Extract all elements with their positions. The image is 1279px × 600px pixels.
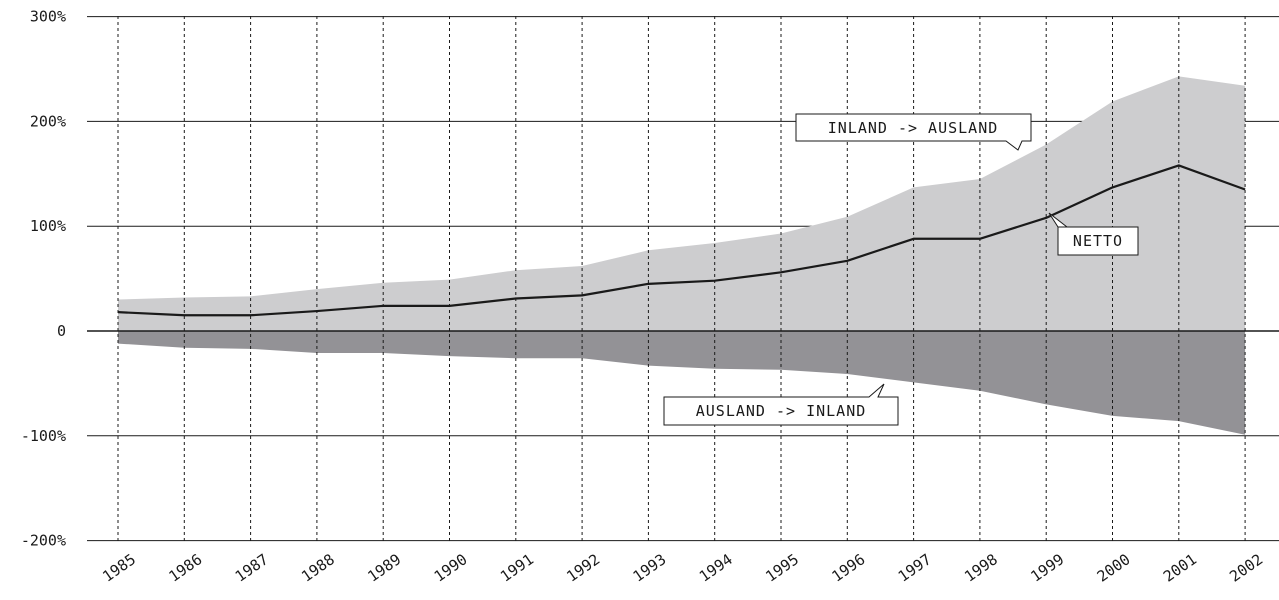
x-tick-label: 1987 [232,550,272,585]
x-tick-label: 2000 [1094,550,1134,585]
horizontal-gridlines [87,16,1279,542]
x-tick-label: 1995 [762,550,802,585]
y-tick-label: 0 [57,322,66,340]
x-tick-label: 1997 [895,550,935,585]
area-ausland-inland [118,331,1246,435]
x-tick-label: 1985 [99,550,139,585]
area-inland-ausland [118,76,1246,331]
callout-netto-box [1048,212,1139,256]
callout-inland-ausland: INLAND -> AUSLAND [795,113,1032,151]
x-tick-label: 1992 [563,550,603,585]
y-tick-label: 200% [30,112,66,130]
x-tick-label: 1986 [165,550,205,585]
y-tick-label: 100% [30,217,66,235]
callout-netto-label: NETTO [1073,232,1123,250]
callout-ausland-inland: AUSLAND -> INLAND [663,383,899,426]
y-tick-label: -100% [21,427,66,445]
line-netto [117,164,1246,317]
y-axis-tick-labels: 300% 200% 100% 0 -100% -200% [21,8,66,550]
x-tick-label: 2002 [1226,550,1266,585]
area-series [118,76,1246,435]
x-tick-label: 1990 [431,550,471,585]
x-tick-label: 1989 [364,550,404,585]
y-tick-label: 300% [30,8,66,26]
callout-inland-ausland-label: INLAND -> AUSLAND [828,119,999,137]
x-tick-label: 1994 [696,550,736,585]
x-tick-label: 1999 [1027,550,1067,585]
callout-ausland-inland-label: AUSLAND -> INLAND [696,402,867,420]
line-series [117,164,1246,317]
callout-netto: NETTO [1048,212,1139,256]
y-tick-label: -200% [21,532,66,550]
x-tick-label: 1998 [961,550,1001,585]
callout-inland-ausland-box [795,113,1032,151]
x-axis-tick-labels: 1985 1986 1987 1988 1989 1990 1991 1992 1993 1994… [99,550,1266,585]
x-tick-label: 2001 [1160,550,1200,585]
callout-ausland-inland-box [663,383,899,426]
x-tick-label: 1991 [497,550,537,585]
x-tick-label: 1988 [298,550,338,585]
x-tick-label: 1996 [828,550,868,585]
x-tick-label: 1993 [630,550,670,585]
